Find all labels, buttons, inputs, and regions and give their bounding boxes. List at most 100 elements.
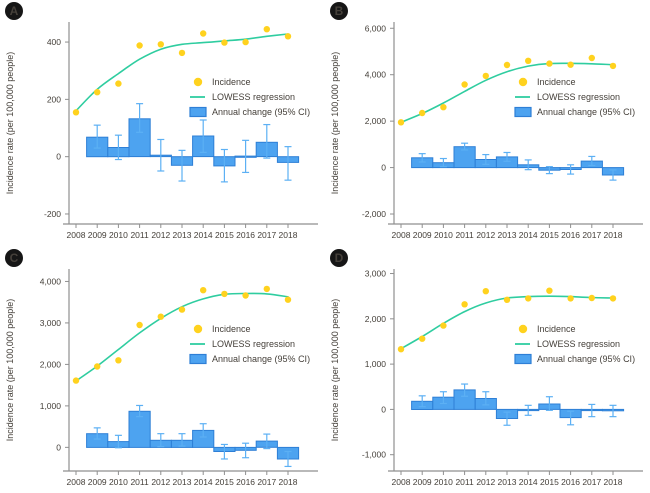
panel-label-badge: D — [330, 249, 348, 267]
incidence-point — [72, 377, 80, 384]
legend-label: LOWESS regression — [212, 339, 295, 349]
x-tick-label: 2017 — [582, 230, 601, 240]
y-tick-label: 4,000 — [40, 276, 62, 286]
incidence-points — [397, 287, 617, 353]
legend-incidence-icon — [518, 324, 528, 334]
incidence-point — [178, 49, 186, 57]
incidence-point — [440, 104, 447, 111]
y-tick-label: 4,000 — [365, 70, 387, 80]
x-tick-label: 2016 — [236, 477, 255, 487]
chart-panel-a: A -200 0 200 400 2008 2009 2010 2011 2012 2013 2014… — [5, 2, 318, 240]
x-tick-label: 2016 — [236, 230, 255, 240]
x-tick-label: 2017 — [257, 477, 276, 487]
x-tick-label: 2011 — [455, 230, 474, 240]
legend-incidence-icon — [518, 77, 528, 87]
legend-bar-icon — [514, 106, 532, 118]
y-tick-label: 3,000 — [40, 318, 62, 328]
incidence-point — [546, 60, 553, 67]
x-tick-label: 2014 — [519, 230, 538, 240]
y-tick-label: 3,000 — [365, 269, 387, 279]
x-tick-label: 2008 — [392, 477, 411, 487]
incidence-point — [200, 287, 207, 294]
y-axis-title: Incidence rate (per 100,000 people) — [330, 299, 340, 442]
incidence-point — [157, 41, 164, 48]
error-bars — [418, 142, 617, 181]
y-tick-label: 6,000 — [365, 23, 387, 33]
incidence-point — [588, 54, 595, 62]
x-tick-label: 2012 — [151, 477, 170, 487]
incidence-point — [588, 294, 595, 302]
x-tick-label: 2011 — [455, 477, 474, 487]
y-tick-label: 1,000 — [40, 401, 62, 411]
panel-d: D -1,000 0 1,000 2,000 3,000 2008 2009 2010 2011 2… — [325, 247, 650, 493]
y-tick-label: 400 — [47, 37, 61, 47]
legend: Incidence LOWESS regression Annual change … — [514, 324, 635, 365]
legend: Incidence LOWESS regression Annual change … — [189, 324, 310, 365]
incidence-point — [94, 89, 101, 96]
panel-b: B -2,000 0 2,000 4,000 6,000 2008 2009 2010 2011 2… — [325, 0, 650, 247]
y-tick-label: 0 — [381, 163, 386, 173]
legend-bar-icon — [514, 353, 532, 365]
panel-label-badge: C — [5, 249, 23, 267]
y-tick-label: -2,000 — [362, 209, 386, 219]
y-axis-title: Incidence rate (per 100,000 people) — [330, 52, 340, 195]
incidence-point — [567, 295, 574, 302]
legend-label: Annual change (95% CI) — [537, 354, 635, 364]
incidence-point — [525, 57, 532, 64]
incidence-point — [397, 346, 405, 353]
x-tick-label: 2008 — [67, 230, 86, 240]
x-tick-label: 2015 — [215, 230, 234, 240]
incidence-point — [136, 321, 143, 329]
incidence-point — [284, 296, 292, 303]
legend-label: Incidence — [212, 77, 251, 87]
x-tick-label: 2014 — [194, 230, 213, 240]
incidence-point — [115, 357, 122, 364]
incidence-point — [94, 363, 101, 370]
lowess-regression-line — [400, 62, 614, 124]
incidence-point — [525, 295, 532, 302]
x-tick-label: 2009 — [88, 477, 107, 487]
x-tick-label: 2008 — [392, 230, 411, 240]
y-tick-label: 1,000 — [365, 359, 387, 369]
y-tick-label: 200 — [47, 94, 61, 104]
incidence-point — [72, 109, 80, 116]
y-tick-label: -1,000 — [362, 450, 386, 460]
x-tick-label: 2014 — [194, 477, 213, 487]
x-tick-label: 2013 — [173, 230, 192, 240]
legend-bar-icon — [189, 106, 207, 118]
y-tick-label: 2,000 — [365, 116, 387, 126]
incidence-point — [221, 290, 228, 298]
lowess-regression-line — [75, 33, 289, 112]
legend: Incidence LOWESS regression Annual change … — [514, 77, 635, 118]
incidence-point — [178, 306, 186, 313]
legend-bar-icon — [189, 353, 207, 365]
x-tick-label: 2009 — [413, 477, 432, 487]
incidence-point — [609, 295, 617, 302]
incidence-points — [72, 285, 292, 384]
y-tick-label: 2,000 — [40, 359, 62, 369]
incidence-point — [609, 62, 617, 70]
x-tick-label: 2012 — [151, 230, 170, 240]
x-tick-label: 2010 — [109, 230, 128, 240]
incidence-point — [157, 313, 164, 320]
y-tick-label: 0 — [56, 442, 61, 452]
panel-label-badge: B — [330, 2, 348, 20]
incidence-point — [242, 38, 249, 46]
incidence-point — [419, 109, 426, 117]
panel-c: C 0 1,000 2,000 3,000 4,000 2008 2009 2010 2011 20… — [0, 247, 325, 493]
legend-label: Annual change (95% CI) — [212, 107, 310, 117]
legend-label: Incidence — [212, 324, 251, 334]
incidence-point — [461, 301, 468, 308]
legend-label: LOWESS regression — [537, 92, 620, 102]
incidence-point — [115, 80, 122, 87]
x-tick-label: 2012 — [476, 230, 495, 240]
incidence-point — [397, 119, 405, 126]
error-bars — [418, 383, 617, 426]
incidence-points — [397, 54, 617, 126]
y-axis-title: Incidence rate (per 100,000 people) — [5, 52, 15, 195]
incidence-point — [263, 26, 270, 33]
incidence-point — [284, 33, 292, 40]
